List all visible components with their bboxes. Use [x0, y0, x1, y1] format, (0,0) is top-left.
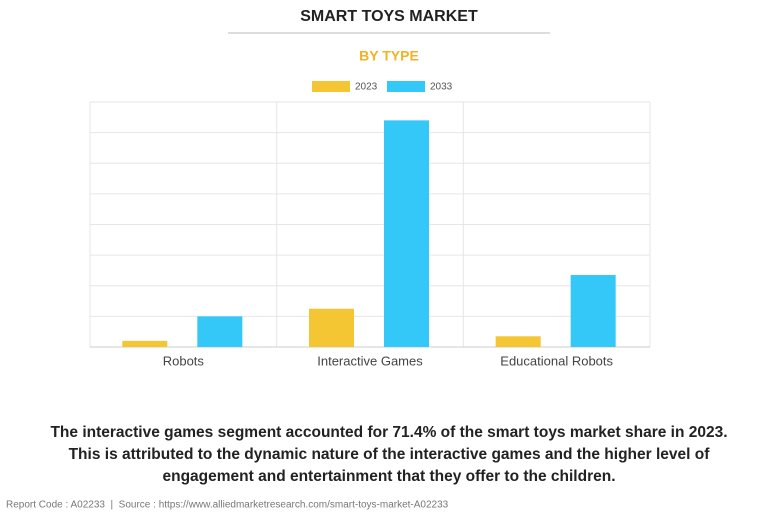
x-tick-label: Educational Robots — [500, 353, 613, 368]
legend-swatch — [387, 81, 425, 92]
bar — [495, 336, 541, 347]
legend-label: 2023 — [355, 82, 378, 93]
chart-subtitle: BY TYPE — [359, 48, 419, 64]
bar — [309, 308, 354, 347]
chart-title: SMART TOYS MARKET — [300, 8, 478, 25]
bar — [197, 316, 243, 347]
legend-label: 2033 — [430, 82, 453, 93]
bar — [570, 275, 616, 347]
legend-swatch — [312, 81, 350, 92]
caption-line: engagement and entertainment that they o… — [163, 468, 616, 485]
x-tick-label: Robots — [163, 353, 205, 368]
x-tick-label: Interactive Games — [317, 353, 423, 368]
caption-line: The interactive games segment accounted … — [50, 424, 727, 441]
footer: Report Code : A02233 | Source : https://… — [6, 500, 449, 511]
bar — [384, 120, 429, 347]
bar — [122, 340, 168, 347]
caption-line: This is attributed to the dynamic nature… — [69, 446, 711, 463]
